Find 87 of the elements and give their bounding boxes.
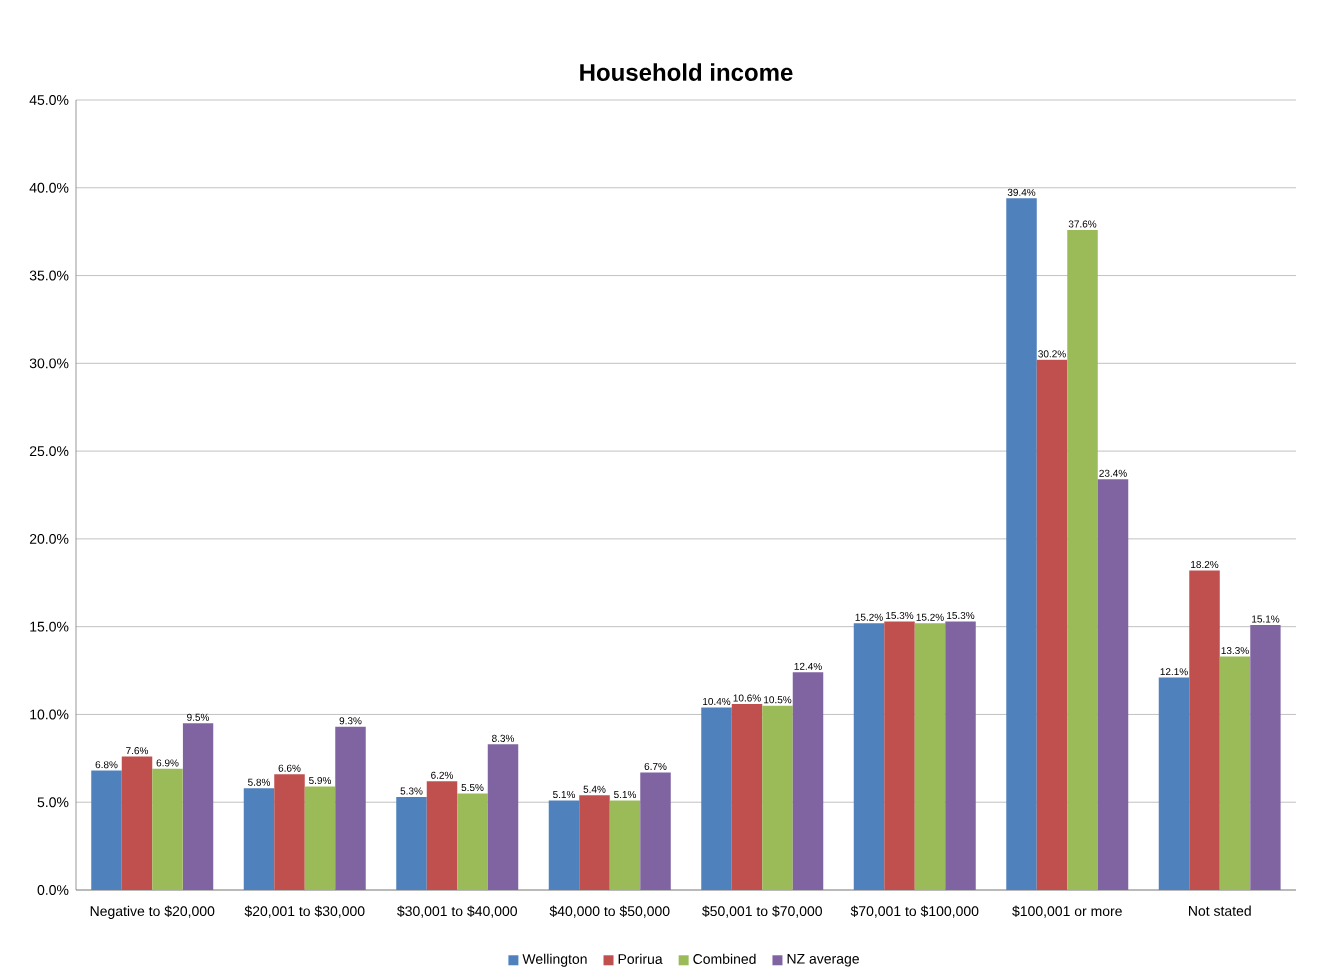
bar [1006,198,1037,890]
bar [701,707,732,890]
bar [609,800,641,890]
legend-label: Porirua [618,953,663,964]
bar [792,672,824,890]
bar [548,800,580,890]
data-label: 5.3% [400,787,423,795]
data-label: 6.9% [156,759,179,767]
data-label: 9.3% [339,717,362,725]
bar [945,621,976,890]
bar [731,703,763,890]
bar [91,770,122,890]
x-tick-label: $50,001 to $70,000 [702,905,823,918]
y-tick-label: 15.0% [30,621,69,632]
data-label: 15.2% [916,613,944,621]
data-label: 12.4% [794,662,822,670]
data-label: 8.3% [492,734,515,742]
data-label: 5.4% [583,785,606,793]
data-label: 15.1% [1252,615,1280,623]
data-label: 10.6% [733,694,761,702]
x-tick-label: $40,000 to $50,000 [549,905,670,918]
bar [335,726,366,890]
y-tick-label: 30.0% [29,358,69,369]
data-label: 5.9% [309,776,332,785]
data-label: 18.2% [1191,560,1219,569]
data-label: 37.6% [1068,220,1097,228]
data-label: 15.3% [947,611,975,619]
bar [640,772,671,890]
data-label: 6.7% [644,762,667,770]
bar [457,793,488,890]
bar [1189,570,1220,890]
bar [1219,656,1251,890]
bar [152,768,183,890]
bar [121,756,153,890]
data-label: 10.4% [703,697,731,706]
data-label: 30.2% [1038,350,1066,358]
bar [426,781,458,890]
bar [1067,229,1098,890]
y-tick-label: 45.0% [29,95,69,105]
y-tick-label: 35.0% [29,270,69,281]
y-tick-label: 40.0% [29,182,69,193]
legend-label: Wellington [522,953,587,967]
x-tick-label: $70,001 to $100,000 [850,905,979,918]
data-label: 6.2% [431,771,454,779]
y-tick-label: 0.0% [37,885,69,895]
data-label: 5.1% [614,791,637,799]
data-label: 6.6% [278,764,301,772]
data-label: 13.3% [1221,647,1249,655]
bar [853,623,885,890]
y-tick-label: 25.0% [29,446,69,457]
chart-title: Household income [580,63,793,81]
y-tick-label: 20.0% [29,533,69,544]
data-label: 39.4% [1007,188,1036,196]
y-tick-label: 10.0% [30,709,69,720]
data-label: 12.1% [1160,668,1188,676]
data-label: 6.8% [95,761,118,769]
legend-label: NZ average [787,953,859,967]
bar [1036,359,1068,890]
x-tick-label: Not stated [1189,905,1251,916]
bar [1250,624,1281,890]
x-tick-label: $100,001 or more [1012,905,1122,918]
bar [487,744,519,890]
data-label: 5.5% [461,784,484,792]
data-label: 15.3% [886,611,914,619]
bar [579,795,610,890]
data-label: 7.6% [126,747,149,755]
bar [304,786,336,890]
data-label: 23.4% [1099,469,1127,477]
x-tick-label: $30,001 to $40,000 [397,905,518,918]
bar [884,621,915,890]
bar [762,705,793,890]
bar [182,723,214,890]
data-label: 15.2% [855,613,883,621]
x-tick-label: $20,001 to $30,000 [244,905,365,918]
bar [914,623,946,890]
bar [1097,479,1129,890]
data-label: 5.1% [553,791,576,799]
data-label: 9.5% [187,713,210,721]
data-label: 5.8% [248,778,271,786]
data-label: 10.5% [764,696,792,704]
bar [1158,677,1190,890]
y-tick-label: 5.0% [37,797,69,808]
bar [243,788,275,890]
bar [274,774,305,890]
x-tick-label: Negative to $20,000 [90,905,215,919]
bar [396,796,427,890]
legend-label: Combined [693,953,756,964]
